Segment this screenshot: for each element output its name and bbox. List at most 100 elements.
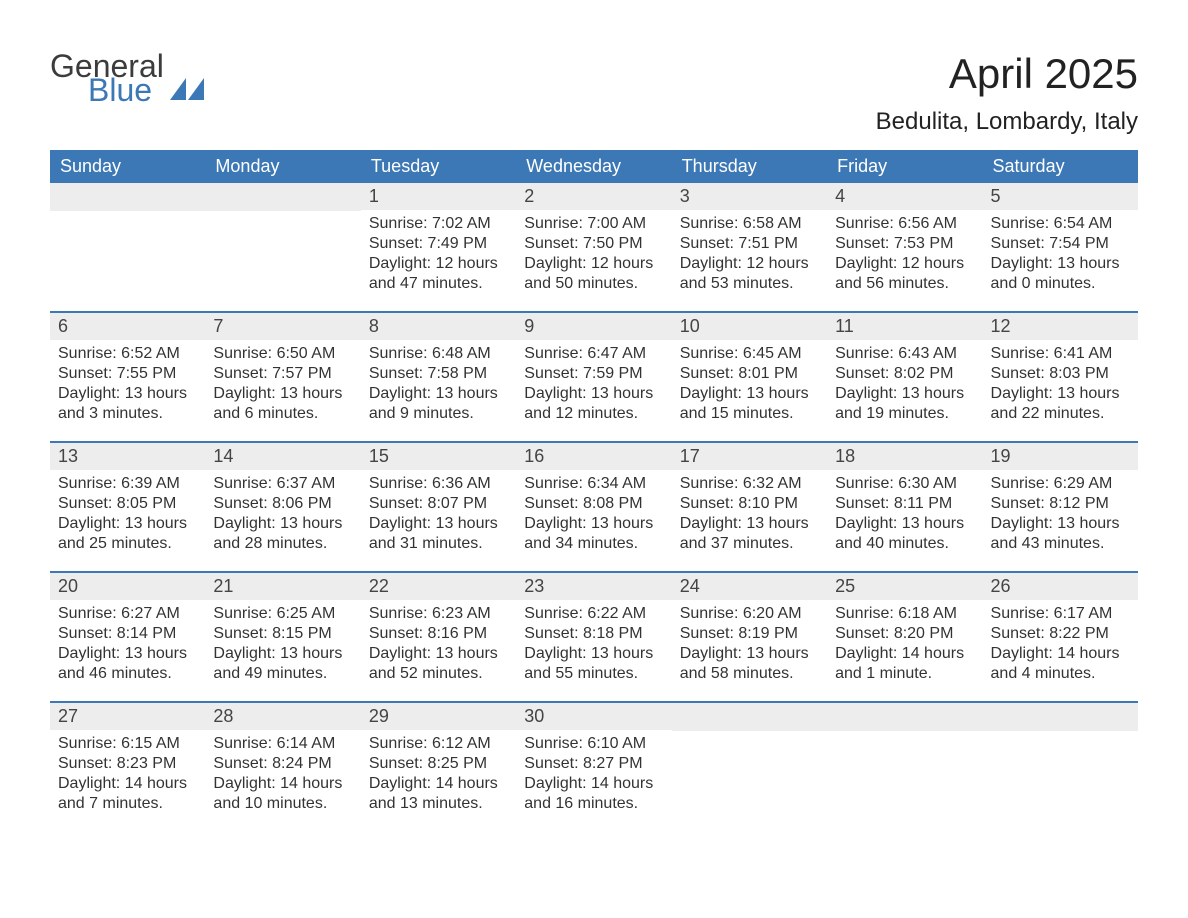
day-day2: and 12 minutes. bbox=[524, 404, 663, 424]
day-sunrise: Sunrise: 6:10 AM bbox=[524, 734, 663, 754]
day-sunset: Sunset: 8:08 PM bbox=[524, 494, 663, 514]
day-sunset: Sunset: 8:15 PM bbox=[213, 624, 352, 644]
day-day2: and 15 minutes. bbox=[680, 404, 819, 424]
day-sunrise: Sunrise: 6:15 AM bbox=[58, 734, 197, 754]
day-sunrise: Sunrise: 6:43 AM bbox=[835, 344, 974, 364]
day-details: Sunrise: 6:25 AMSunset: 8:15 PMDaylight:… bbox=[205, 600, 360, 694]
day-details: Sunrise: 6:27 AMSunset: 8:14 PMDaylight:… bbox=[50, 600, 205, 694]
day-sunset: Sunset: 8:11 PM bbox=[835, 494, 974, 514]
day-day2: and 55 minutes. bbox=[524, 664, 663, 684]
calendar-day bbox=[983, 703, 1138, 831]
day-day2: and 19 minutes. bbox=[835, 404, 974, 424]
day-number: 17 bbox=[672, 443, 827, 470]
calendar-day: 12Sunrise: 6:41 AMSunset: 8:03 PMDayligh… bbox=[983, 313, 1138, 441]
day-number bbox=[827, 703, 982, 731]
day-number: 24 bbox=[672, 573, 827, 600]
day-sunrise: Sunrise: 6:18 AM bbox=[835, 604, 974, 624]
day-day1: Daylight: 13 hours bbox=[835, 384, 974, 404]
calendar-day: 27Sunrise: 6:15 AMSunset: 8:23 PMDayligh… bbox=[50, 703, 205, 831]
day-details: Sunrise: 6:34 AMSunset: 8:08 PMDaylight:… bbox=[516, 470, 671, 564]
day-sunset: Sunset: 7:51 PM bbox=[680, 234, 819, 254]
day-number: 28 bbox=[205, 703, 360, 730]
day-sunset: Sunset: 8:22 PM bbox=[991, 624, 1130, 644]
day-sunset: Sunset: 7:50 PM bbox=[524, 234, 663, 254]
day-day2: and 6 minutes. bbox=[213, 404, 352, 424]
day-sunrise: Sunrise: 6:12 AM bbox=[369, 734, 508, 754]
day-sunrise: Sunrise: 6:54 AM bbox=[991, 214, 1130, 234]
day-sunrise: Sunrise: 6:36 AM bbox=[369, 474, 508, 494]
day-number: 1 bbox=[361, 183, 516, 210]
calendar-day: 28Sunrise: 6:14 AMSunset: 8:24 PMDayligh… bbox=[205, 703, 360, 831]
day-number: 30 bbox=[516, 703, 671, 730]
day-sunrise: Sunrise: 6:23 AM bbox=[369, 604, 508, 624]
calendar-week: 6Sunrise: 6:52 AMSunset: 7:55 PMDaylight… bbox=[50, 311, 1138, 441]
day-sunset: Sunset: 8:25 PM bbox=[369, 754, 508, 774]
calendar-day: 17Sunrise: 6:32 AMSunset: 8:10 PMDayligh… bbox=[672, 443, 827, 571]
weekday-header: Monday bbox=[205, 150, 360, 183]
day-sunrise: Sunrise: 6:29 AM bbox=[991, 474, 1130, 494]
calendar-day: 6Sunrise: 6:52 AMSunset: 7:55 PMDaylight… bbox=[50, 313, 205, 441]
weekday-header: Sunday bbox=[50, 150, 205, 183]
day-sunset: Sunset: 8:05 PM bbox=[58, 494, 197, 514]
day-day1: Daylight: 13 hours bbox=[991, 384, 1130, 404]
day-day2: and 25 minutes. bbox=[58, 534, 197, 554]
calendar-week: 13Sunrise: 6:39 AMSunset: 8:05 PMDayligh… bbox=[50, 441, 1138, 571]
calendar-day: 29Sunrise: 6:12 AMSunset: 8:25 PMDayligh… bbox=[361, 703, 516, 831]
day-number: 26 bbox=[983, 573, 1138, 600]
calendar-day: 20Sunrise: 6:27 AMSunset: 8:14 PMDayligh… bbox=[50, 573, 205, 701]
day-day2: and 56 minutes. bbox=[835, 274, 974, 294]
day-day1: Daylight: 13 hours bbox=[524, 514, 663, 534]
day-number: 2 bbox=[516, 183, 671, 210]
day-number: 22 bbox=[361, 573, 516, 600]
title-block: April 2025 Bedulita, Lombardy, Italy bbox=[876, 50, 1138, 136]
weekday-header: Saturday bbox=[983, 150, 1138, 183]
day-number: 23 bbox=[516, 573, 671, 600]
day-day2: and 53 minutes. bbox=[680, 274, 819, 294]
page-header: General Blue April 2025 Bedulita, Lombar… bbox=[50, 50, 1138, 136]
day-sunset: Sunset: 8:20 PM bbox=[835, 624, 974, 644]
day-sunset: Sunset: 8:27 PM bbox=[524, 754, 663, 774]
day-day2: and 43 minutes. bbox=[991, 534, 1130, 554]
calendar-day: 22Sunrise: 6:23 AMSunset: 8:16 PMDayligh… bbox=[361, 573, 516, 701]
day-day1: Daylight: 13 hours bbox=[369, 644, 508, 664]
day-day1: Daylight: 12 hours bbox=[835, 254, 974, 274]
calendar-day: 25Sunrise: 6:18 AMSunset: 8:20 PMDayligh… bbox=[827, 573, 982, 701]
calendar-day: 26Sunrise: 6:17 AMSunset: 8:22 PMDayligh… bbox=[983, 573, 1138, 701]
day-number: 5 bbox=[983, 183, 1138, 210]
day-number: 3 bbox=[672, 183, 827, 210]
day-sunrise: Sunrise: 6:48 AM bbox=[369, 344, 508, 364]
day-number: 9 bbox=[516, 313, 671, 340]
day-details: Sunrise: 6:14 AMSunset: 8:24 PMDaylight:… bbox=[205, 730, 360, 824]
day-details: Sunrise: 6:15 AMSunset: 8:23 PMDaylight:… bbox=[50, 730, 205, 824]
weekday-header: Tuesday bbox=[361, 150, 516, 183]
day-day1: Daylight: 13 hours bbox=[213, 644, 352, 664]
day-day1: Daylight: 14 hours bbox=[835, 644, 974, 664]
weekday-header: Thursday bbox=[672, 150, 827, 183]
day-day2: and 34 minutes. bbox=[524, 534, 663, 554]
day-sunrise: Sunrise: 6:47 AM bbox=[524, 344, 663, 364]
day-day2: and 0 minutes. bbox=[991, 274, 1130, 294]
calendar-week: 27Sunrise: 6:15 AMSunset: 8:23 PMDayligh… bbox=[50, 701, 1138, 831]
calendar-day: 15Sunrise: 6:36 AMSunset: 8:07 PMDayligh… bbox=[361, 443, 516, 571]
calendar: Sunday Monday Tuesday Wednesday Thursday… bbox=[50, 150, 1138, 831]
day-number bbox=[205, 183, 360, 211]
day-day2: and 58 minutes. bbox=[680, 664, 819, 684]
day-sunrise: Sunrise: 6:32 AM bbox=[680, 474, 819, 494]
day-details: Sunrise: 6:56 AMSunset: 7:53 PMDaylight:… bbox=[827, 210, 982, 304]
day-day2: and 52 minutes. bbox=[369, 664, 508, 684]
day-sunrise: Sunrise: 6:27 AM bbox=[58, 604, 197, 624]
day-day1: Daylight: 14 hours bbox=[369, 774, 508, 794]
calendar-day: 13Sunrise: 6:39 AMSunset: 8:05 PMDayligh… bbox=[50, 443, 205, 571]
day-day1: Daylight: 13 hours bbox=[369, 514, 508, 534]
day-details: Sunrise: 6:37 AMSunset: 8:06 PMDaylight:… bbox=[205, 470, 360, 564]
calendar-day: 10Sunrise: 6:45 AMSunset: 8:01 PMDayligh… bbox=[672, 313, 827, 441]
day-sunrise: Sunrise: 6:14 AM bbox=[213, 734, 352, 754]
day-number bbox=[50, 183, 205, 211]
day-details: Sunrise: 6:29 AMSunset: 8:12 PMDaylight:… bbox=[983, 470, 1138, 564]
day-day2: and 1 minute. bbox=[835, 664, 974, 684]
day-number: 11 bbox=[827, 313, 982, 340]
day-day1: Daylight: 14 hours bbox=[991, 644, 1130, 664]
day-day2: and 9 minutes. bbox=[369, 404, 508, 424]
calendar-day: 18Sunrise: 6:30 AMSunset: 8:11 PMDayligh… bbox=[827, 443, 982, 571]
day-sunrise: Sunrise: 6:39 AM bbox=[58, 474, 197, 494]
